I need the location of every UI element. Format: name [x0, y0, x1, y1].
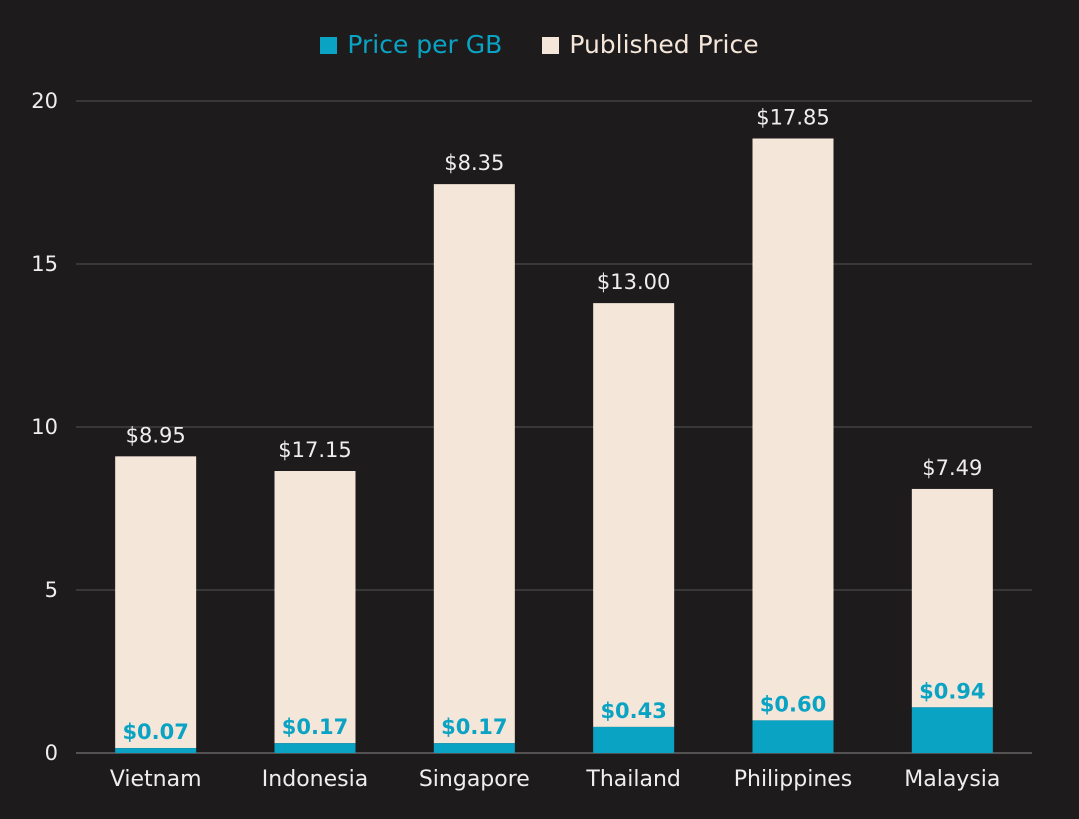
- bar-published-price: [274, 471, 356, 744]
- legend-swatch-published-price: [542, 36, 560, 54]
- data-label-price-per-gb: $0.60: [760, 692, 826, 716]
- bar-published-price: [115, 456, 197, 749]
- legend-swatch-price-per-gb: [320, 36, 338, 54]
- x-tick-label: Indonesia: [262, 767, 368, 792]
- y-tick-label: 10: [31, 415, 58, 439]
- x-tick-label: Singapore: [419, 767, 530, 792]
- data-label-price-per-gb: $0.43: [600, 699, 666, 723]
- legend-item-price-per-gb: Price per GB: [320, 28, 502, 62]
- legend-item-published-price: Published Price: [542, 28, 759, 62]
- data-label-price-per-gb: $0.07: [122, 720, 188, 744]
- legend-label-published-price: Published Price: [569, 30, 759, 59]
- y-tick-label: 0: [45, 741, 58, 765]
- bar-published-price: [433, 184, 515, 744]
- bar-price-per-gb: [433, 743, 515, 753]
- x-tick-label: Thailand: [585, 767, 680, 792]
- data-label-published-price: $13.00: [597, 270, 670, 294]
- y-tick-label: 15: [31, 252, 58, 276]
- bar-price-per-gb: [274, 743, 356, 753]
- y-tick-label: 5: [45, 578, 58, 602]
- data-label-price-per-gb: $0.94: [919, 679, 985, 703]
- chart-legend: Price per GB Published Price: [0, 28, 1079, 62]
- data-label-published-price: $7.49: [922, 456, 982, 480]
- y-tick-label: 20: [31, 89, 58, 113]
- legend-label-price-per-gb: Price per GB: [347, 30, 503, 59]
- x-tick-label: Malaysia: [904, 767, 1000, 792]
- data-label-price-per-gb: $0.17: [282, 715, 348, 739]
- bar-price-per-gb: [752, 720, 834, 753]
- bar-published-price: [752, 138, 834, 721]
- data-label-published-price: $8.35: [444, 151, 504, 175]
- bar-published-price: [593, 303, 675, 727]
- bar-price-per-gb: [593, 726, 675, 753]
- data-label-published-price: $8.95: [126, 423, 186, 447]
- x-tick-label: Vietnam: [110, 767, 202, 792]
- data-label-published-price: $17.85: [756, 105, 829, 129]
- bar-published-price: [911, 488, 993, 708]
- bar-price-per-gb: [115, 748, 197, 753]
- data-label-price-per-gb: $0.17: [441, 715, 507, 739]
- bar-price-per-gb: [911, 707, 993, 753]
- data-label-published-price: $17.15: [278, 438, 351, 462]
- x-tick-label: Philippines: [734, 767, 853, 792]
